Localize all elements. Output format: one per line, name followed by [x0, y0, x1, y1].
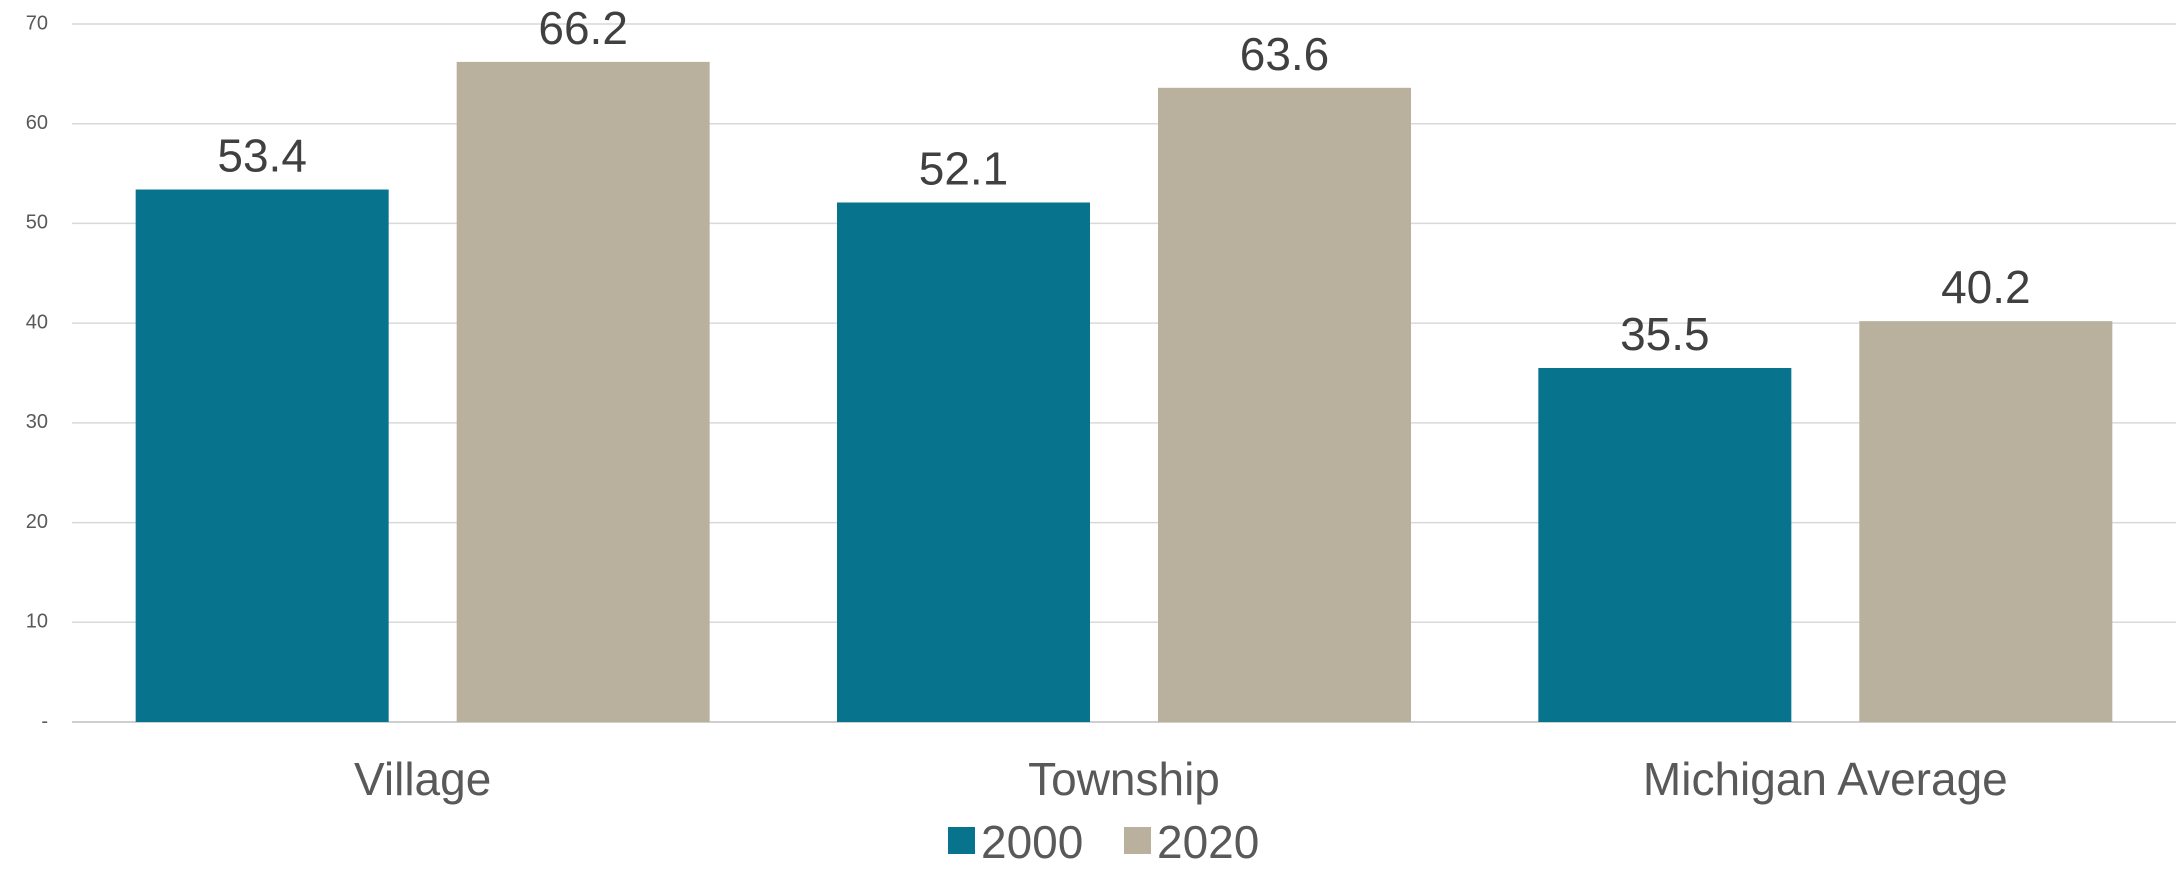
x-axis-categories: Village Township Michigan Average: [354, 753, 2008, 805]
data-label: 53.4: [217, 130, 307, 182]
y-tick-label: 30: [26, 411, 48, 433]
bar-2020-township: [1158, 87, 1411, 723]
bars: [135, 61, 2113, 723]
data-label: 52.1: [919, 142, 1009, 194]
x-category-label: Township: [1028, 753, 1220, 805]
y-tick-label: 40: [26, 311, 48, 333]
legend-label: 2000: [981, 816, 1083, 868]
x-category-label: Michigan Average: [1643, 753, 2008, 805]
data-label: 63.6: [1240, 28, 1330, 80]
data-label: 40.2: [1941, 261, 2031, 313]
gridlines: [72, 23, 2176, 723]
bar-2000-michigan-average: [1538, 368, 1792, 722]
data-label: 66.2: [538, 2, 628, 54]
bar-2000-village: [135, 189, 389, 723]
bar-2020-michigan-average: [1859, 321, 2113, 722]
legend-swatch-2020: [1124, 827, 1151, 854]
y-tick-label: 10: [26, 611, 48, 633]
y-axis-ticks: - 10 20 30 40 50 60 70: [26, 12, 48, 732]
data-labels: 53.4 66.2 52.1 63.6 35.5 40.2: [217, 2, 2030, 360]
legend-label: 2020: [1157, 816, 1259, 868]
y-tick-label: 20: [26, 511, 48, 533]
y-tick-label: 50: [26, 212, 48, 234]
y-tick-label: 60: [26, 112, 48, 134]
y-tick-label: 70: [26, 12, 48, 34]
bar-2020-village: [456, 61, 710, 723]
data-label: 35.5: [1620, 308, 1710, 360]
bar-2000-township: [837, 202, 1090, 722]
y-tick-label: -: [41, 710, 48, 732]
legend-swatch-2000: [948, 827, 975, 854]
x-category-label: Village: [354, 753, 491, 805]
legend: 2000 2020: [948, 816, 1259, 868]
